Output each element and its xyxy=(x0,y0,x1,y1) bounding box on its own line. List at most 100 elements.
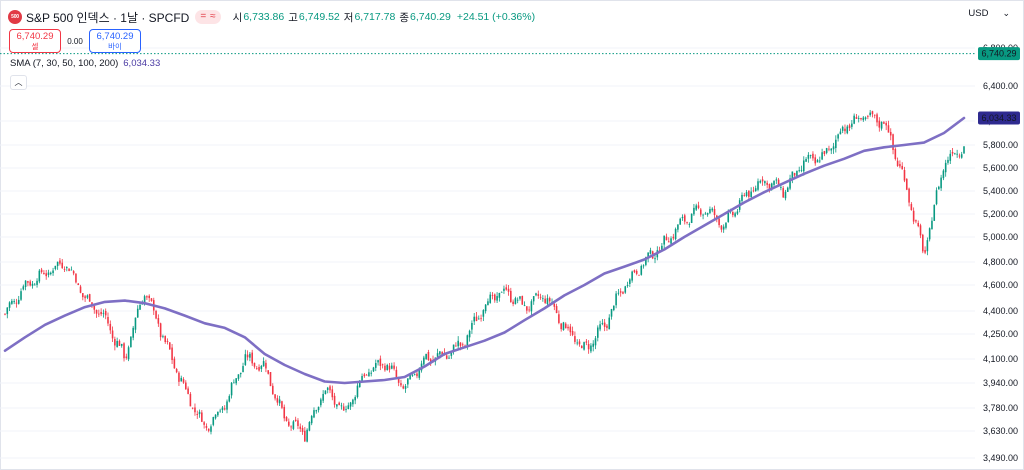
candle-body xyxy=(567,326,569,329)
buy-price: 6,740.29 xyxy=(96,31,134,42)
candle-body xyxy=(807,154,810,159)
candle-body xyxy=(841,126,844,131)
sell-button[interactable]: 6,740.29 셀 xyxy=(9,29,61,53)
candle-body xyxy=(212,417,215,425)
candle-body xyxy=(473,316,476,322)
candle-body xyxy=(402,386,405,389)
candle-body xyxy=(171,347,173,361)
candle-body xyxy=(791,171,794,180)
candle-body xyxy=(844,128,846,132)
candle-body xyxy=(880,121,883,129)
candle-body xyxy=(407,378,409,385)
candle-body xyxy=(377,360,379,363)
candle-body xyxy=(535,293,537,296)
sma-line[interactable] xyxy=(3,116,966,385)
candle-body xyxy=(681,216,684,219)
candle-body xyxy=(315,410,318,412)
spread-value: 0.00 xyxy=(67,36,83,46)
candle-body xyxy=(288,421,290,426)
approx-icon[interactable]: ≈ xyxy=(210,11,216,22)
candle-body xyxy=(356,385,359,398)
candle-body xyxy=(15,302,18,304)
price-axis[interactable]: 6,800.006,400.006,000.005,800.005,600.00… xyxy=(983,43,1018,463)
candle-body xyxy=(503,288,505,291)
candle-body xyxy=(322,393,324,401)
currency-selector[interactable]: USD ⌄ xyxy=(968,8,1010,19)
candle-body xyxy=(239,372,242,375)
candle-body xyxy=(734,213,736,217)
collapse-legend-button[interactable]: ︿ xyxy=(10,75,27,90)
candle-body xyxy=(736,211,739,214)
candle-body xyxy=(480,318,482,320)
candle-body xyxy=(647,252,649,259)
candle-body xyxy=(571,330,574,335)
candle-body xyxy=(191,407,194,409)
buy-button[interactable]: 6,740.29 바이 xyxy=(89,29,141,53)
candle-body xyxy=(528,309,530,311)
candle-body xyxy=(548,298,551,302)
candle-body xyxy=(109,323,112,331)
candle-body xyxy=(876,114,878,123)
candle-body xyxy=(493,294,496,301)
candle-body xyxy=(237,374,240,379)
candle-body xyxy=(70,269,73,271)
candle-body xyxy=(960,154,963,158)
compare-pill[interactable]: = ≈ xyxy=(195,10,221,24)
candle-body xyxy=(649,250,652,254)
last-price-badge: 6,740.29 xyxy=(978,47,1020,61)
candle-body xyxy=(686,222,688,223)
candle-body xyxy=(320,399,322,406)
candle-body xyxy=(391,365,393,369)
candle-body xyxy=(258,367,260,371)
candle-body xyxy=(65,267,68,269)
candle-body xyxy=(587,343,590,350)
candle-body xyxy=(148,295,150,299)
candle-body xyxy=(271,385,274,395)
candle-body xyxy=(358,380,361,388)
equals-icon[interactable]: = xyxy=(200,11,207,22)
candle-body xyxy=(489,294,492,303)
candle-body xyxy=(466,335,469,347)
candle-body xyxy=(690,213,693,223)
close-label: 종 xyxy=(399,11,409,24)
candle-body xyxy=(221,407,224,411)
candle-body xyxy=(683,215,686,222)
candle-body xyxy=(704,213,707,215)
candle-body xyxy=(924,250,926,253)
open-value: 6,733.86 xyxy=(243,11,285,23)
candle-body xyxy=(450,352,453,356)
candle-body xyxy=(770,183,773,189)
candle-body xyxy=(233,382,235,384)
candle-body xyxy=(299,426,302,429)
candle-body xyxy=(173,358,176,369)
price-axis-label: 5,400.00 xyxy=(983,186,1018,196)
price-axis-label: 6,400.00 xyxy=(983,81,1018,91)
candle-body xyxy=(949,153,952,161)
candle-body xyxy=(326,387,329,390)
symbol-title[interactable]: S&P 500 인덱스 · 1날 · SPCFD xyxy=(26,10,190,25)
candle-body xyxy=(519,296,521,299)
candle-body xyxy=(624,286,627,293)
candle-body xyxy=(196,413,199,415)
price-axis-label: 4,250.00 xyxy=(983,329,1018,339)
candle-body xyxy=(294,419,297,422)
indicator-legend[interactable]: SMA (7, 30, 50, 100, 200) 6,034.33 xyxy=(10,58,160,69)
candle-body xyxy=(761,179,764,182)
candle-body xyxy=(349,402,352,407)
candle-body xyxy=(617,292,620,294)
price-axis-label: 5,200.00 xyxy=(983,209,1018,219)
candle-body xyxy=(52,270,54,274)
candle-body xyxy=(558,314,560,323)
candle-body xyxy=(750,191,752,198)
candle-body xyxy=(626,285,629,286)
candle-body xyxy=(635,270,638,274)
candle-body xyxy=(789,178,791,189)
sp500-logo-icon: 500 xyxy=(8,10,22,24)
candle-body xyxy=(159,323,162,338)
candle-body xyxy=(944,162,947,173)
candle-body xyxy=(49,272,52,275)
indicator-name[interactable]: SMA (7, 30, 50, 100, 200) xyxy=(10,58,119,69)
candle-body xyxy=(912,210,915,222)
candle-body xyxy=(457,340,459,347)
